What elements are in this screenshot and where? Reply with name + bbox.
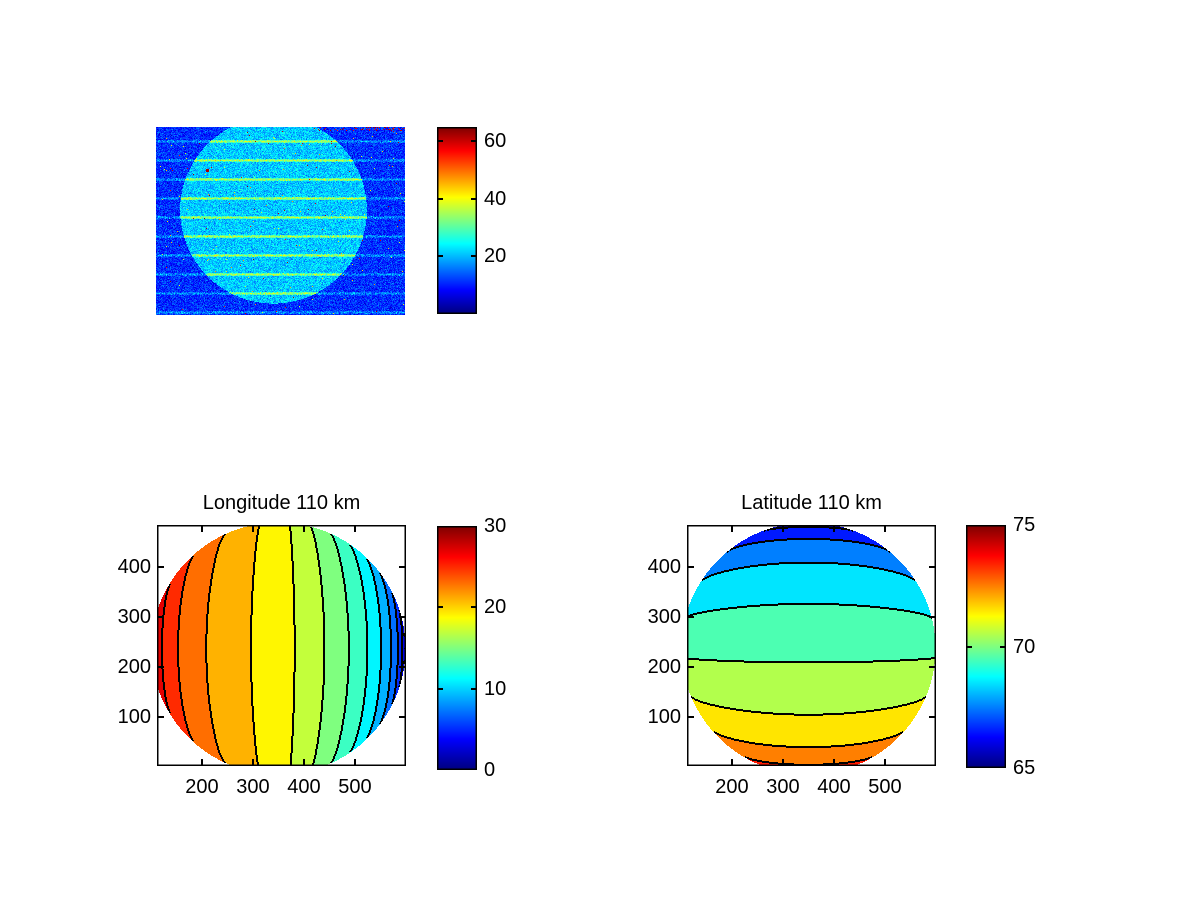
- latitude-y-tick-mark: [688, 616, 694, 618]
- latitude-colorbar-tick-label: 70: [1013, 635, 1036, 658]
- latitude-x-tick-mark: [730, 759, 733, 765]
- latitude-y-tick-label: 200: [647, 656, 681, 678]
- raw-image-colorbar-tick-label: 40: [484, 187, 507, 210]
- latitude-x-tick-label: 400: [817, 776, 851, 798]
- longitude-colorbar-tick-label: 10: [484, 677, 507, 700]
- longitude-colorbar-canvas: [437, 526, 477, 770]
- longitude-y-tick-mark-right: [399, 566, 405, 568]
- longitude-contour-canvas: [157, 525, 406, 766]
- longitude-y-tick-mark: [158, 566, 164, 568]
- latitude-plot-axes: [687, 525, 936, 766]
- longitude-y-tick-mark-right: [399, 616, 405, 618]
- longitude-y-tick-label: 100: [117, 706, 151, 728]
- longitude-colorbar: [437, 526, 477, 770]
- latitude-colorbar-canvas: [966, 525, 1006, 768]
- raw-image-colorbar: [437, 127, 477, 314]
- latitude-y-tick-label: 400: [647, 556, 681, 578]
- latitude-x-tick-label: 500: [868, 776, 902, 798]
- longitude-x-tick-mark-top: [200, 526, 203, 532]
- longitude-plot-title: Longitude 110 km: [202, 492, 361, 514]
- longitude-y-tick-label: 200: [117, 656, 151, 678]
- latitude-y-tick-label: 100: [647, 706, 681, 728]
- longitude-colorbar-tick-label: 20: [484, 596, 507, 619]
- longitude-x-tick-label: 200: [185, 776, 219, 798]
- longitude-colorbar-tick-label: 30: [484, 515, 507, 537]
- longitude-x-tick-mark: [302, 759, 305, 765]
- latitude-y-tick-mark-right: [929, 666, 935, 668]
- longitude-x-tick-mark-top: [353, 526, 356, 532]
- longitude-x-tick-mark: [353, 759, 356, 765]
- raw-image-panel: [156, 127, 405, 315]
- longitude-y-tick-mark-right: [399, 666, 405, 668]
- longitude-y-tick-label: 300: [117, 606, 151, 628]
- latitude-x-tick-mark-top: [730, 526, 733, 532]
- latitude-y-tick-mark: [688, 666, 694, 668]
- longitude-colorbar-tick-label: 0: [484, 759, 496, 781]
- longitude-y-tick-mark: [158, 666, 164, 668]
- longitude-x-tick-mark-top: [302, 526, 305, 532]
- latitude-x-tick-mark-top: [781, 526, 784, 532]
- latitude-plot-title: Latitude 110 km: [741, 492, 882, 514]
- latitude-colorbar-tick-label: 75: [1013, 514, 1036, 536]
- longitude-x-tick-label: 500: [338, 776, 372, 798]
- latitude-y-tick-mark: [688, 566, 694, 568]
- longitude-x-tick-mark: [251, 759, 254, 765]
- raw-image-colorbar-tick-label: 60: [484, 130, 507, 153]
- longitude-y-tick-mark-right: [399, 716, 405, 718]
- longitude-x-tick-label: 400: [287, 776, 321, 798]
- longitude-x-tick-label: 300: [236, 776, 270, 798]
- latitude-y-tick-mark-right: [929, 566, 935, 568]
- longitude-y-tick-label: 400: [117, 556, 151, 578]
- latitude-y-tick-mark: [688, 716, 694, 718]
- latitude-x-tick-label: 300: [766, 776, 800, 798]
- longitude-x-tick-mark-top: [251, 526, 254, 532]
- raw-image-colorbar-canvas: [437, 127, 477, 314]
- latitude-x-tick-mark: [781, 759, 784, 765]
- latitude-x-tick-mark-top: [832, 526, 835, 532]
- longitude-y-tick-mark: [158, 716, 164, 718]
- raw-image-colorbar-tick-label: 20: [484, 245, 507, 268]
- latitude-y-tick-mark-right: [929, 616, 935, 618]
- latitude-colorbar-tick-label: 65: [1013, 757, 1036, 779]
- latitude-x-tick-label: 200: [715, 776, 749, 798]
- latitude-colorbar: [966, 525, 1006, 768]
- latitude-y-tick-mark-right: [929, 716, 935, 718]
- longitude-x-tick-mark: [200, 759, 203, 765]
- latitude-x-tick-mark: [883, 759, 886, 765]
- latitude-y-tick-label: 300: [647, 606, 681, 628]
- longitude-plot-axes: [157, 525, 406, 766]
- latitude-x-tick-mark-top: [883, 526, 886, 532]
- latitude-contour-canvas: [687, 525, 936, 766]
- raw-image-canvas: [156, 127, 405, 315]
- longitude-y-tick-mark: [158, 616, 164, 618]
- latitude-x-tick-mark: [832, 759, 835, 765]
